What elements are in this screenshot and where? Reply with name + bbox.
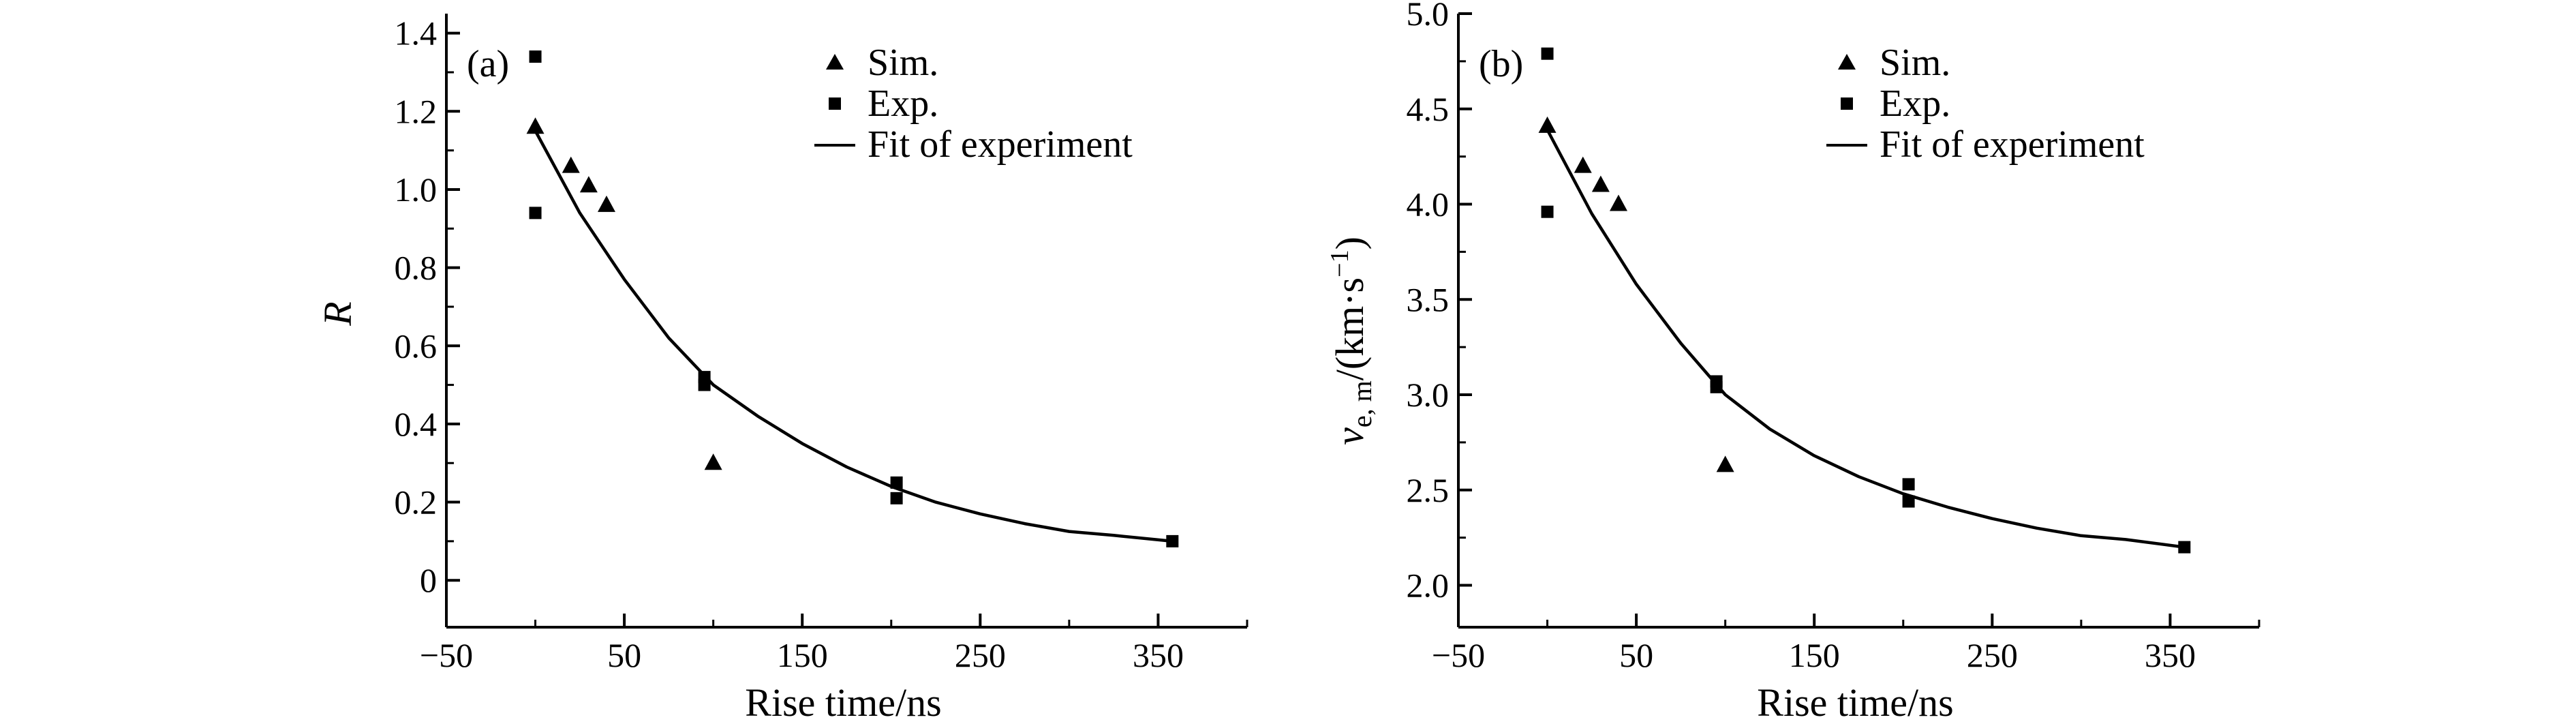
legend-sim-label: Sim. (1880, 42, 1950, 84)
x-tick-label: 150 (777, 636, 828, 674)
legend-fit-label: Fit of experiment (868, 123, 1133, 166)
legend-exp-label: Exp. (868, 82, 938, 125)
y-tick-label: 0.6 (395, 327, 438, 365)
x-tick-label: −50 (1432, 636, 1485, 674)
y-tick-label: 3.0 (1407, 376, 1450, 414)
x-tick-label: 250 (955, 636, 1006, 674)
x-tick-label: 50 (607, 636, 641, 674)
exp-point (529, 207, 542, 220)
y-axis-title-symbol: v (1328, 427, 1372, 445)
legend-sim-label: Sim. (868, 42, 938, 84)
x-tick-label: 50 (1619, 636, 1653, 674)
x-tick-label: −50 (420, 636, 473, 674)
legend-fit-label: Fit of experiment (1880, 123, 2145, 166)
panel-label: (b) (1479, 43, 1523, 85)
exp-point (1902, 478, 1915, 491)
legend-sim-marker (826, 54, 844, 70)
exp-point (2178, 541, 2191, 554)
sim-point (704, 453, 722, 470)
legend-sim-marker (1838, 54, 1856, 70)
legend-exp-marker (829, 97, 841, 110)
y-axis-title-subscript: e, m (1347, 380, 1377, 427)
y-tick-label: 2.0 (1407, 567, 1450, 605)
fit-line (534, 130, 1173, 543)
exp-point (698, 378, 711, 391)
panel-a: −50 50 150 250 350 0 0.2 0.4 0.6 0.8 1.0 1.2 1.4 Rise… (316, 14, 1248, 724)
x-tick-label: 350 (1133, 636, 1184, 674)
sim-point (579, 176, 598, 193)
y-axis-title: R (316, 301, 360, 326)
y-tick-label: 5.0 (1407, 0, 1450, 33)
y-tick-label: 0.8 (395, 249, 438, 287)
y-tick-label: 4.0 (1407, 185, 1450, 224)
sim-point (526, 117, 545, 134)
x-tick-label: 350 (2145, 636, 2196, 674)
x-tick-label: 250 (1967, 636, 2018, 674)
panel-label: (a) (467, 43, 509, 85)
y-tick-label: 1.2 (395, 92, 438, 130)
x-axis-title: Rise time/ns (1757, 680, 1953, 724)
legend-exp-label: Exp. (1880, 82, 1950, 125)
y-axis-title-superscript: −1 (1325, 250, 1354, 277)
y-tick-label: 4.5 (1407, 90, 1450, 128)
y-tick-label: 0.2 (395, 483, 438, 522)
y-tick-label: 1.0 (395, 170, 438, 209)
sim-point (1574, 156, 1592, 173)
y-axis-title-units: /(km·s (1328, 277, 1372, 380)
exp-point (1541, 47, 1554, 60)
exp-point (529, 50, 542, 63)
y-tick-label: 0.4 (395, 405, 438, 443)
y-tick-label: 0 (420, 561, 437, 599)
y-tick-label: 1.4 (395, 14, 438, 52)
sim-point (1716, 455, 1734, 472)
sim-point (1591, 175, 1610, 192)
sim-point (562, 156, 580, 173)
sim-point (598, 195, 615, 212)
exp-point (1541, 205, 1554, 218)
y-tick-label: 2.5 (1407, 471, 1450, 509)
x-tick-label: 150 (1789, 636, 1840, 674)
legend-exp-marker (1841, 97, 1853, 110)
exp-point (1902, 495, 1915, 508)
sim-point (1538, 116, 1557, 133)
fit-line (1546, 129, 2185, 549)
exp-point (890, 492, 903, 504)
sim-point (1610, 194, 1627, 211)
y-axis-title-close: ) (1328, 237, 1372, 250)
exp-point (1166, 534, 1179, 547)
x-axis-title: Rise time/ns (745, 680, 941, 724)
panel-b: −50 50 150 250 350 2.0 2.5 3.0 3.5 4.0 4.5 5.0 Rise … (1325, 0, 2260, 724)
y-axis-title: ve, m/(km·s−1) (1325, 237, 1377, 445)
y-tick-label: 3.5 (1407, 280, 1450, 318)
